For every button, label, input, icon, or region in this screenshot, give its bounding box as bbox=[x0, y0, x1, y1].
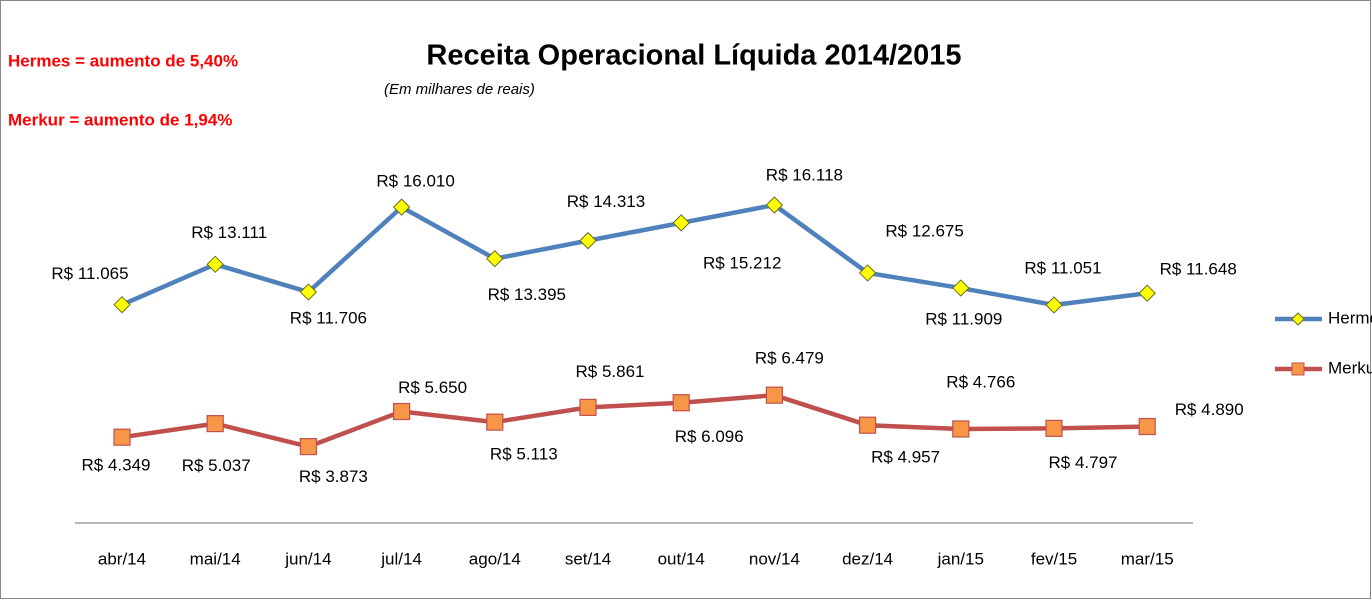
marker bbox=[952, 420, 970, 438]
marker bbox=[486, 250, 504, 268]
marker bbox=[299, 283, 318, 301]
marker bbox=[765, 196, 784, 214]
marker bbox=[393, 402, 411, 421]
data-label: R$ 5.037 bbox=[182, 456, 251, 475]
series-line bbox=[121, 392, 1148, 449]
x-tick-label: out/14 bbox=[658, 549, 705, 568]
legend-marker bbox=[1291, 312, 1305, 326]
data-label: R$ 12.675 bbox=[885, 221, 963, 240]
marker bbox=[1138, 417, 1156, 436]
marker bbox=[672, 214, 690, 232]
chart-title: Receita Operacional Líquida 2014/2015 bbox=[426, 40, 961, 72]
data-label: R$ 4.766 bbox=[946, 372, 1015, 391]
data-label: R$ 13.111 bbox=[191, 223, 267, 242]
marker bbox=[579, 231, 597, 250]
x-tick-label: nov/14 bbox=[749, 549, 800, 568]
marker bbox=[1045, 419, 1063, 437]
annotation: Merkur = aumento de 1,94% bbox=[8, 110, 232, 129]
data-label: R$ 5.861 bbox=[576, 362, 645, 381]
data-label: R$ 3.873 bbox=[299, 467, 368, 486]
legend-label: Merkur bbox=[1328, 358, 1372, 377]
marker bbox=[392, 198, 411, 216]
x-tick-label: fev/15 bbox=[1031, 549, 1077, 568]
data-label: R$ 11.051 bbox=[1024, 258, 1101, 277]
data-label: R$ 4.890 bbox=[1175, 400, 1244, 419]
data-label: R$ 4.797 bbox=[1049, 453, 1118, 472]
marker bbox=[113, 295, 131, 314]
marker bbox=[486, 413, 504, 431]
marker bbox=[299, 437, 317, 456]
marker bbox=[206, 415, 224, 433]
legend-label: Hermes bbox=[1328, 308, 1372, 327]
chart-subtitle: (Em milhares de reais) bbox=[384, 81, 535, 98]
marker bbox=[579, 398, 597, 416]
x-tick-label: set/14 bbox=[565, 549, 611, 568]
marker bbox=[858, 416, 877, 434]
data-label: R$ 15.212 bbox=[703, 253, 781, 272]
x-tick-label: jan/15 bbox=[937, 549, 984, 568]
data-label: R$ 11.909 bbox=[925, 310, 1002, 329]
legend-marker bbox=[1291, 362, 1305, 376]
marker bbox=[113, 428, 131, 446]
data-label: R$ 11.648 bbox=[1160, 260, 1237, 279]
x-tick-label: dez/14 bbox=[842, 549, 893, 568]
x-tick-label: jun/14 bbox=[284, 549, 331, 568]
marker bbox=[672, 394, 690, 412]
data-label: R$ 16.010 bbox=[376, 172, 454, 191]
data-label: R$ 5.650 bbox=[398, 378, 467, 397]
data-label: R$ 6.479 bbox=[755, 349, 824, 368]
marker bbox=[858, 264, 877, 282]
x-tick-label: mai/14 bbox=[190, 549, 241, 568]
data-label: R$ 4.349 bbox=[82, 456, 151, 475]
data-label: R$ 16.118 bbox=[766, 165, 843, 184]
data-label: R$ 14.313 bbox=[567, 192, 645, 211]
marker bbox=[206, 255, 224, 274]
marker bbox=[1045, 296, 1063, 314]
x-tick-label: abr/14 bbox=[98, 549, 146, 568]
data-label: R$ 6.096 bbox=[675, 427, 744, 446]
data-label: R$ 5.113 bbox=[490, 445, 558, 464]
x-tick-label: jul/14 bbox=[380, 549, 422, 568]
marker bbox=[1138, 284, 1156, 302]
marker bbox=[952, 279, 970, 297]
data-label: R$ 13.395 bbox=[488, 285, 566, 304]
x-tick-label: ago/14 bbox=[469, 549, 521, 568]
data-label: R$ 11.065 bbox=[51, 264, 128, 283]
series-line bbox=[121, 202, 1148, 308]
data-label: R$ 4.957 bbox=[871, 448, 940, 467]
annotation: Hermes = aumento de 5,40% bbox=[8, 51, 238, 70]
data-label: R$ 11.706 bbox=[290, 309, 367, 328]
marker bbox=[765, 386, 784, 404]
x-tick-label: mar/15 bbox=[1121, 549, 1174, 568]
